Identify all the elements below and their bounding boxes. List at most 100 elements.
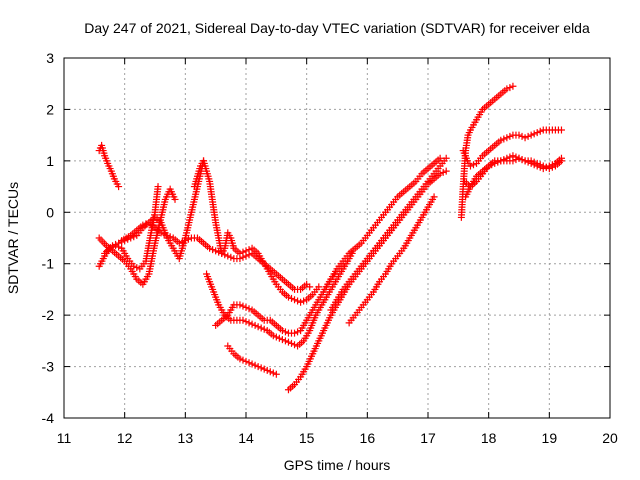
data-point — [524, 132, 532, 140]
data-point — [272, 370, 280, 378]
data-point — [527, 131, 535, 139]
data-point — [491, 159, 499, 167]
data-point — [251, 361, 259, 369]
data-point — [251, 321, 259, 329]
plot-frame — [63, 57, 611, 419]
data-point — [139, 221, 147, 229]
data-point — [548, 161, 556, 169]
data-point — [181, 237, 189, 245]
data-point — [275, 334, 283, 342]
data-point — [506, 153, 514, 161]
x-tick-label: 20 — [602, 430, 618, 446]
series-sat-l — [327, 154, 450, 314]
data-point — [206, 244, 214, 252]
data-point — [524, 158, 532, 166]
x-tick-label: 18 — [481, 430, 497, 446]
data-point — [288, 339, 295, 347]
data-point — [515, 154, 523, 162]
data-point — [209, 246, 217, 254]
data-point — [294, 297, 302, 305]
data-point — [542, 163, 550, 171]
data-point — [506, 132, 514, 140]
data-point — [281, 337, 289, 345]
data-point — [297, 298, 305, 306]
data-point — [260, 325, 268, 333]
data-point — [536, 127, 544, 135]
data-point — [112, 240, 120, 248]
data-point — [260, 365, 268, 373]
data-points — [95, 82, 565, 394]
data-point — [236, 249, 244, 257]
data-point — [154, 183, 162, 191]
data-point — [263, 366, 271, 374]
data-point — [291, 296, 299, 304]
x-tick-label: 19 — [542, 430, 558, 446]
data-point — [430, 193, 438, 201]
series-sat-a — [95, 141, 123, 191]
y-tick-label: 0 — [46, 204, 54, 220]
data-point — [254, 363, 262, 371]
data-point — [239, 356, 247, 364]
data-point — [315, 283, 323, 291]
data-point — [257, 364, 265, 372]
data-point — [439, 168, 447, 176]
data-point — [239, 248, 247, 256]
data-point — [530, 161, 538, 169]
data-point — [242, 303, 250, 311]
y-tick-label: -1 — [42, 256, 55, 272]
data-point — [184, 235, 192, 243]
data-point — [245, 319, 253, 327]
data-point — [503, 85, 511, 93]
data-point — [485, 162, 493, 170]
data-point — [242, 318, 250, 326]
data-point — [239, 316, 247, 324]
data-point — [527, 159, 535, 167]
series-sat-i — [224, 342, 280, 378]
data-point — [515, 131, 523, 139]
x-tick-label: 13 — [178, 430, 194, 446]
data-point — [236, 355, 244, 363]
data-point — [133, 264, 141, 272]
data-point — [166, 233, 174, 241]
data-point — [284, 338, 292, 346]
data-point — [500, 135, 508, 143]
data-point — [288, 294, 295, 302]
y-tick-label: 2 — [46, 101, 54, 117]
x-tick-label: 17 — [420, 430, 436, 446]
data-point — [269, 369, 277, 377]
grid — [64, 58, 610, 418]
data-point — [281, 328, 289, 336]
data-point — [530, 130, 538, 138]
data-point — [242, 357, 250, 365]
data-point — [227, 253, 235, 261]
data-point — [239, 302, 247, 310]
data-point — [494, 158, 502, 166]
data-point — [236, 301, 244, 309]
data-point — [245, 305, 253, 313]
data-point — [278, 327, 286, 335]
data-point — [306, 283, 314, 291]
data-point — [272, 333, 280, 341]
x-tick-label: 12 — [117, 430, 133, 446]
x-tick-label: 16 — [360, 430, 376, 446]
data-point — [497, 136, 505, 144]
y-tick-label: -4 — [42, 410, 55, 426]
data-point — [257, 324, 265, 332]
data-point — [509, 82, 517, 90]
data-point — [291, 329, 299, 337]
data-point — [278, 336, 286, 344]
data-point — [248, 360, 256, 368]
series-sat-g — [203, 249, 356, 350]
data-point — [497, 157, 505, 165]
data-point — [533, 129, 541, 137]
data-point — [442, 167, 450, 175]
data-point — [221, 251, 229, 259]
data-point — [109, 242, 117, 250]
data-point — [518, 156, 526, 164]
data-point — [506, 84, 514, 92]
series-sat-q — [462, 152, 565, 201]
data-point — [518, 132, 526, 140]
series-sat-k — [321, 154, 444, 293]
